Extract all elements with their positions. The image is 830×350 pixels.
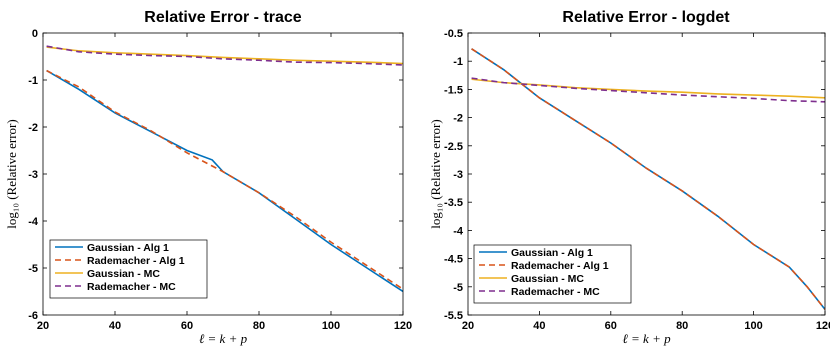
x-tick-label: 100 (322, 320, 340, 332)
chart-title: Relative Error - logdet (562, 9, 730, 26)
legend-entry-0: Gaussian - Alg 1 (87, 242, 169, 254)
x-tick-label: 40 (533, 320, 545, 332)
legend-entry-1: Rademacher - Alg 1 (87, 255, 185, 267)
legend-entry-3: Rademacher - MC (511, 286, 600, 298)
series-line-2 (471, 78, 825, 99)
y-tick-label: -2.5 (444, 141, 463, 153)
series-group (46, 45, 403, 293)
series-line-1 (46, 69, 403, 290)
legend-box (473, 244, 632, 304)
y-tick-label: -1 (453, 56, 463, 68)
y-axis-label: log₁₀ (Relative error) (4, 119, 19, 228)
y-tick-label: -3.5 (444, 197, 463, 209)
series-line-3 (471, 77, 825, 103)
legend-box (49, 239, 208, 299)
x-tick-label: 60 (181, 320, 193, 332)
legend-entry-2: Gaussian - MC (511, 273, 584, 285)
x-tick-label: 120 (394, 320, 412, 332)
series-line-0 (46, 69, 403, 293)
legend-entry-0: Gaussian - Alg 1 (511, 247, 593, 259)
y-tick-label: -2 (28, 122, 38, 134)
x-tick-label: 40 (109, 320, 121, 332)
y-tick-label: -4.5 (444, 254, 463, 266)
x-tick-label: 100 (744, 320, 762, 332)
y-tick-label: -6 (28, 310, 38, 322)
legend-entry-1: Rademacher - Alg 1 (511, 260, 609, 272)
series-line-2 (46, 46, 403, 65)
y-tick-label: -1 (28, 75, 38, 87)
chart-logdet: Relative Error - logdet 20 40 60 80 100 120 -0.… (428, 9, 830, 346)
x-tick-label: 20 (37, 320, 49, 332)
series-line-1 (471, 48, 825, 310)
series-group (471, 48, 825, 310)
y-tick-label: -2 (453, 113, 463, 125)
legend-entry-3: Rademacher - MC (87, 281, 176, 293)
chart-trace: Relative Error - trace 20 40 60 80 100 120 0 -1 -… (4, 9, 412, 346)
legend-entry-2: Gaussian - MC (87, 268, 160, 280)
y-tick-label: -4 (453, 225, 464, 237)
chart-title: Relative Error - trace (144, 9, 302, 26)
y-tick-label: -3 (28, 169, 38, 181)
x-axis-label: ℓ = k + p (622, 331, 671, 346)
y-tick-label: -0.5 (444, 28, 463, 40)
y-axis-label: log₁₀ (Relative error) (428, 119, 443, 228)
y-tick-label: -3 (453, 169, 463, 181)
y-tick-label: -4 (28, 216, 39, 228)
y-tick-label: 0 (32, 28, 38, 40)
x-tick-label: 20 (462, 320, 474, 332)
x-tick-label: 80 (676, 320, 688, 332)
x-axis-label: ℓ = k + p (199, 331, 248, 346)
y-tick-label: -5 (453, 282, 463, 294)
y-tick-label: -5.5 (444, 310, 463, 322)
x-tick-label: 80 (253, 320, 265, 332)
y-tick-label: -1.5 (444, 84, 463, 96)
x-tick-label: 120 (816, 320, 830, 332)
y-tick-label: -5 (28, 263, 38, 275)
x-tick-label: 60 (605, 320, 617, 332)
